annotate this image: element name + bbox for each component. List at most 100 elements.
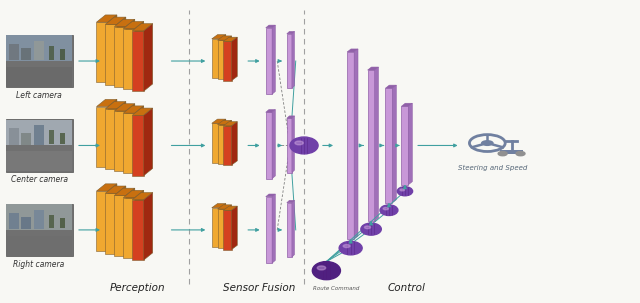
Bar: [6, 236, 72, 256]
Polygon shape: [232, 37, 237, 81]
Polygon shape: [232, 206, 237, 250]
Bar: [49, 215, 54, 228]
Ellipse shape: [343, 245, 350, 248]
Bar: [6, 204, 73, 256]
Ellipse shape: [397, 187, 413, 196]
Bar: [132, 31, 144, 91]
Polygon shape: [226, 36, 232, 79]
Polygon shape: [218, 120, 232, 125]
Bar: [6, 119, 73, 172]
Polygon shape: [135, 190, 144, 258]
Text: Steering and Speed: Steering and Speed: [458, 165, 527, 171]
Bar: [266, 112, 272, 179]
Bar: [124, 29, 135, 89]
Polygon shape: [97, 15, 117, 22]
Bar: [385, 88, 392, 203]
Bar: [401, 106, 408, 185]
Polygon shape: [144, 24, 153, 91]
Bar: [9, 213, 19, 229]
Polygon shape: [115, 19, 135, 26]
Polygon shape: [212, 35, 226, 39]
Bar: [500, 150, 523, 154]
Polygon shape: [226, 205, 232, 248]
Bar: [60, 133, 65, 144]
Bar: [21, 48, 31, 60]
Bar: [212, 123, 220, 162]
Polygon shape: [392, 85, 396, 203]
Polygon shape: [132, 108, 153, 115]
Bar: [34, 41, 44, 60]
Polygon shape: [408, 103, 412, 185]
Circle shape: [516, 152, 525, 156]
Bar: [6, 120, 72, 145]
Polygon shape: [108, 184, 117, 251]
Polygon shape: [97, 99, 117, 107]
Polygon shape: [220, 35, 226, 78]
Polygon shape: [220, 204, 226, 247]
Bar: [115, 111, 126, 171]
Bar: [97, 191, 108, 251]
Bar: [223, 210, 232, 250]
Text: Control: Control: [387, 283, 425, 293]
Bar: [21, 217, 31, 229]
Polygon shape: [144, 108, 153, 176]
Polygon shape: [401, 103, 412, 106]
Bar: [347, 52, 354, 239]
Polygon shape: [272, 110, 275, 179]
Bar: [97, 22, 108, 82]
Polygon shape: [287, 32, 294, 34]
Ellipse shape: [400, 189, 404, 191]
Bar: [132, 200, 144, 260]
Bar: [132, 115, 144, 176]
Polygon shape: [218, 205, 232, 209]
Text: Right camera: Right camera: [13, 260, 65, 269]
Bar: [212, 208, 220, 247]
Polygon shape: [108, 99, 117, 167]
Polygon shape: [126, 19, 135, 87]
Polygon shape: [97, 184, 117, 191]
Ellipse shape: [295, 141, 303, 145]
Ellipse shape: [364, 226, 371, 229]
Polygon shape: [272, 194, 275, 263]
Polygon shape: [124, 106, 144, 113]
Polygon shape: [212, 204, 226, 208]
Ellipse shape: [380, 205, 398, 215]
Bar: [6, 204, 72, 230]
Bar: [287, 34, 292, 88]
Polygon shape: [266, 110, 275, 112]
Polygon shape: [223, 37, 237, 42]
Polygon shape: [124, 190, 144, 198]
Polygon shape: [117, 17, 126, 85]
Circle shape: [481, 140, 493, 146]
Bar: [34, 125, 44, 145]
Polygon shape: [135, 106, 144, 173]
Polygon shape: [126, 188, 135, 256]
Polygon shape: [124, 22, 144, 29]
Polygon shape: [232, 122, 237, 165]
Polygon shape: [223, 122, 237, 126]
Polygon shape: [106, 186, 126, 193]
Bar: [6, 35, 73, 87]
Polygon shape: [115, 104, 135, 111]
Bar: [218, 40, 226, 79]
Polygon shape: [266, 25, 275, 28]
Bar: [6, 151, 72, 171]
Polygon shape: [117, 102, 126, 169]
Bar: [106, 193, 117, 254]
Polygon shape: [218, 36, 232, 40]
Polygon shape: [108, 15, 117, 82]
Ellipse shape: [317, 266, 326, 270]
Polygon shape: [292, 32, 294, 88]
Bar: [60, 218, 65, 228]
Bar: [106, 109, 117, 169]
Ellipse shape: [312, 261, 340, 280]
Bar: [9, 128, 19, 145]
Polygon shape: [135, 22, 144, 89]
Text: Route Command: Route Command: [313, 286, 359, 291]
Bar: [287, 118, 292, 173]
Text: Perception: Perception: [110, 283, 166, 293]
Bar: [49, 46, 54, 59]
Polygon shape: [126, 104, 135, 171]
Ellipse shape: [339, 241, 362, 255]
Polygon shape: [226, 120, 232, 164]
